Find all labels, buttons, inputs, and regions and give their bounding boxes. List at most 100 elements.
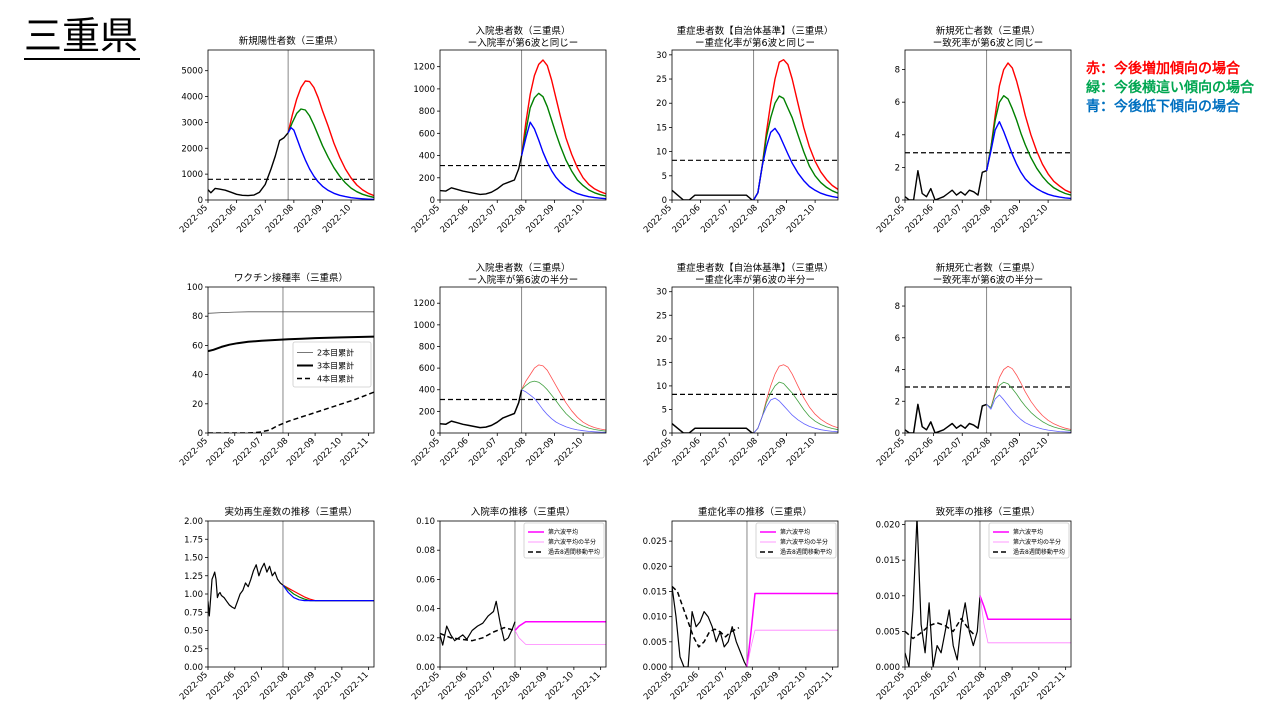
x-tick-label: 2022-06 — [205, 436, 237, 468]
y-tick-label: 0.025 — [643, 537, 667, 547]
x-tick-label: 2022-10 — [776, 670, 808, 702]
series-line-3 — [514, 620, 606, 632]
y-tick-label: 1000 — [181, 170, 203, 180]
y-tick-label: 100 — [187, 283, 203, 293]
series-line-4 — [746, 629, 838, 667]
y-tick-label: 1.50 — [184, 554, 203, 564]
chart-title: 実効再生産数の推移（三重県） — [224, 506, 357, 518]
chart-data-layer — [672, 50, 838, 200]
x-tick-label: 2022-09 — [989, 203, 1021, 235]
series-line-1 — [672, 189, 754, 200]
chart-data-layer — [440, 521, 606, 667]
x-tick-label: 2022-09 — [982, 670, 1014, 702]
x-tick-label: 2022-09 — [292, 203, 324, 235]
y-tick-label: 8 — [895, 302, 900, 312]
y-tick-label: 10 — [656, 148, 667, 158]
plot-frame — [439, 49, 607, 201]
x-tick-label: 2022-05 — [178, 203, 210, 235]
x-tick-label: 2022-09 — [517, 670, 549, 702]
chart-panel-9: 実効再生産数の推移（三重県） 0.00 0.25 0.50 0.75 1.00 1.25 1.… — [178, 506, 375, 702]
y-tick-label: 200 — [419, 407, 435, 417]
y-tick-label: 0 — [662, 196, 667, 206]
plot-frame — [439, 520, 607, 668]
series-line-1 — [440, 155, 523, 196]
x-tick-label: 2022-10 — [1018, 436, 1050, 468]
scenario-legend-green: 緑：今後横這い傾向の場合 — [1086, 80, 1254, 96]
series-line-2 — [753, 364, 838, 433]
series-line-1 — [440, 600, 516, 646]
legend-label: 第六波平均の半分 — [1013, 538, 1061, 546]
series-line-4 — [514, 630, 606, 645]
y-tick-label: 80 — [192, 312, 203, 322]
chart-title: 致死率の推移（三重県） — [936, 506, 1041, 518]
x-tick-label: 2022-07 — [699, 203, 731, 235]
x-tick-label: 2022-05 — [875, 436, 907, 468]
y-tick-label: 1200 — [413, 299, 435, 309]
x-tick-label: 2022-09 — [989, 436, 1021, 468]
y-tick-label: 0.02 — [416, 634, 435, 644]
legend-label: 第六波平均の半分 — [548, 538, 596, 546]
plot-frame — [207, 520, 375, 668]
x-tick-label: 2022-10 — [785, 203, 817, 235]
plot-frame — [904, 49, 1072, 201]
x-tick-label: 2022-05 — [178, 670, 210, 702]
y-tick-label: 200 — [419, 174, 435, 184]
chart-data-layer — [208, 50, 374, 200]
y-tick-label: 15 — [656, 123, 667, 133]
chart-title: ワクチン接種率（三重県） — [234, 272, 348, 284]
y-tick-label: 4000 — [181, 93, 203, 103]
y-tick-label: 0.015 — [876, 556, 900, 566]
legend-label: 第六波平均の半分 — [780, 538, 828, 546]
series-line-3 — [752, 95, 838, 200]
y-tick-label: 1.00 — [184, 590, 203, 600]
x-tick-label: 2022-06 — [904, 203, 936, 235]
series-line-3 — [753, 381, 838, 433]
y-tick-label: 0.005 — [643, 638, 667, 648]
y-tick-label: 0.75 — [184, 608, 203, 618]
x-tick-label: 2022-09 — [756, 203, 788, 235]
chart-panel-7: 重症患者数【自治体基準】（三重県）ー重症化率が第6波の半分ー 0 5 10 15 20 25… — [642, 262, 839, 468]
x-tick-label: 2022-07 — [463, 670, 495, 702]
y-tick-label: 1200 — [413, 63, 435, 73]
y-tick-label: 2000 — [181, 144, 203, 154]
x-tick-label: 2022-10 — [553, 203, 585, 235]
y-tick-label: 5 — [662, 405, 667, 415]
y-tick-label: 4 — [895, 366, 900, 376]
x-tick-label: 2022-09 — [285, 670, 317, 702]
y-tick-label: 0.10 — [416, 517, 435, 527]
chart-panel-12: 致死率の推移（三重県） 0.000 0.005 0.010 0.015 0.020 2022… — [875, 506, 1072, 702]
series-line-1 — [440, 389, 523, 429]
y-tick-label: 10 — [656, 382, 667, 392]
y-tick-label: 1000 — [413, 321, 435, 331]
x-tick-label: 2022-05 — [410, 436, 442, 468]
x-tick-label: 2022-06 — [437, 670, 469, 702]
legend-label: 第六波平均 — [548, 528, 578, 536]
plot-frame — [207, 286, 375, 434]
chart-panel-11: 重症化率の推移（三重県） 0.000 0.005 0.010 0.015 0.020 0.0… — [642, 506, 839, 702]
legend-label: 2本目累計 — [317, 348, 354, 358]
series-line-2 — [905, 617, 976, 640]
series-line-4 — [282, 584, 374, 602]
chart-subtitle: ー入院率が第6波の半分ー — [468, 274, 579, 286]
x-tick-label: 2022-07 — [231, 436, 263, 468]
chart-title: 新規死亡者数（三重県） — [936, 262, 1041, 274]
y-tick-label: 30 — [656, 288, 667, 298]
y-tick-label: 2 — [895, 397, 900, 407]
x-tick-label: 2022-10 — [553, 436, 585, 468]
x-tick-label: 2022-05 — [410, 670, 442, 702]
chart-title: 入院率の推移（三重県） — [471, 506, 576, 518]
y-tick-label: 0.020 — [876, 521, 900, 531]
y-tick-label: 8 — [895, 66, 900, 76]
chart-panel-4: 新規死亡者数（三重県）ー致死率が第6波と同じー024682022-052022-… — [875, 25, 1072, 235]
x-tick-label: 2022-06 — [671, 436, 703, 468]
page-title: 三重県 — [24, 14, 141, 60]
y-tick-label: 20 — [656, 99, 667, 109]
x-tick-label: 2022-11 — [571, 670, 603, 702]
x-tick-label: 2022-08 — [258, 436, 290, 468]
x-tick-label: 2022-10 — [1009, 670, 1041, 702]
series-line-3 — [979, 595, 1071, 621]
x-tick-label: 2022-10 — [1018, 203, 1050, 235]
